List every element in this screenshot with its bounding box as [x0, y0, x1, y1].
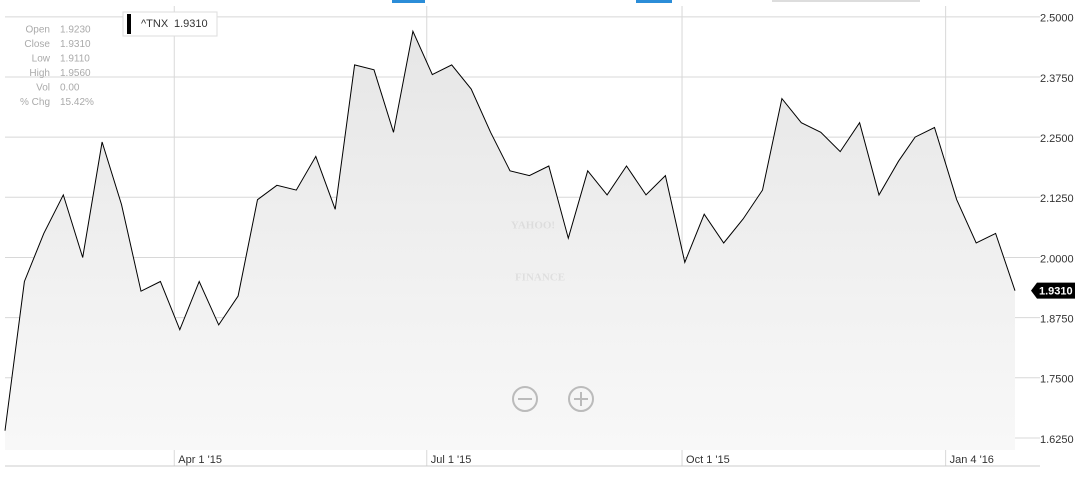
- panel-value: 15.42%: [60, 97, 94, 108]
- panel-value: 1.9310: [60, 39, 91, 50]
- plot-area: 1.6250 1.7500 1.8750 2.0000 2.1250 2.2500 2.37…: [4, 6, 1075, 467]
- panel-label: Low: [32, 54, 51, 65]
- y-tick-label: 1.6250: [1040, 434, 1074, 446]
- panel-value: 1.9560: [60, 68, 91, 79]
- x-tick-label: Oct 1 '15: [686, 454, 730, 466]
- zoom-in[interactable]: [568, 386, 594, 412]
- tab-indicator[interactable]: [772, 0, 920, 2]
- panel-label: Vol: [36, 83, 50, 94]
- panel-value: 1.9230: [60, 25, 91, 36]
- legend-box: [122, 11, 218, 37]
- legend: ^TNX 1.9310: [122, 11, 218, 37]
- zoom-out[interactable]: [512, 386, 538, 412]
- y-tick-label: 2.3750: [1040, 73, 1074, 85]
- y-tick-label: 1.7500: [1040, 374, 1074, 386]
- panel-value: 1.9110: [60, 54, 90, 65]
- panel-label: High: [29, 68, 50, 79]
- panel-label: % Chg: [20, 97, 50, 108]
- legend-value: 1.9310: [174, 18, 208, 30]
- last-value-label: 1.9310: [1039, 286, 1073, 298]
- panel-label: Close: [24, 39, 50, 50]
- x-tick-label: Jan 4 '16: [950, 454, 994, 466]
- watermark: YAHOO!: [511, 220, 555, 232]
- y-tick-label: 2.1250: [1040, 193, 1074, 205]
- legend-swatch: [127, 14, 131, 34]
- panel-label: Open: [26, 25, 50, 36]
- y-tick-label: 2.2500: [1040, 133, 1074, 145]
- y-tick-label: 2.5000: [1040, 13, 1074, 25]
- y-tick-label: 2.0000: [1040, 253, 1074, 265]
- x-tick-label: Apr 1 '15: [178, 454, 222, 466]
- panel-value: 0.00: [60, 83, 80, 94]
- tab-indicator[interactable]: [636, 0, 672, 3]
- x-tick-label: Jul 1 '15: [431, 454, 472, 466]
- tab-indicator[interactable]: [392, 0, 425, 3]
- line: [4, 29, 1016, 431]
- area: [5, 31, 1015, 451]
- ohlc-panel: Open 1.9230 Close 1.9310 Low 1.9110 High 1.9560…: [20, 25, 94, 109]
- watermark: FINANCE: [515, 272, 565, 284]
- legend-name: ^TNX: [141, 18, 169, 30]
- last-value-tag: [1031, 282, 1075, 299]
- y-tick-label: 1.8750: [1040, 314, 1074, 326]
